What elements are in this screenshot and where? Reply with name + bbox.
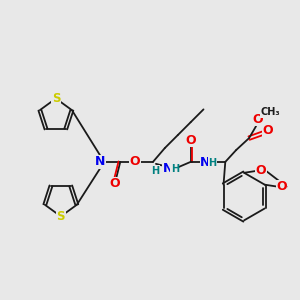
Text: O: O xyxy=(130,155,140,168)
Text: O: O xyxy=(262,124,273,137)
Text: O: O xyxy=(109,177,120,190)
Text: S: S xyxy=(57,210,65,223)
Text: H: H xyxy=(208,158,217,168)
Text: N: N xyxy=(200,156,211,170)
Text: H: H xyxy=(171,164,179,174)
Text: O: O xyxy=(276,180,287,193)
Text: O: O xyxy=(185,134,196,147)
Text: S: S xyxy=(52,92,60,105)
Text: H: H xyxy=(151,166,159,176)
Text: O: O xyxy=(256,164,266,177)
Text: O: O xyxy=(253,113,263,126)
Text: N: N xyxy=(95,155,106,168)
Text: N: N xyxy=(163,162,173,175)
Text: CH₃: CH₃ xyxy=(260,107,280,117)
